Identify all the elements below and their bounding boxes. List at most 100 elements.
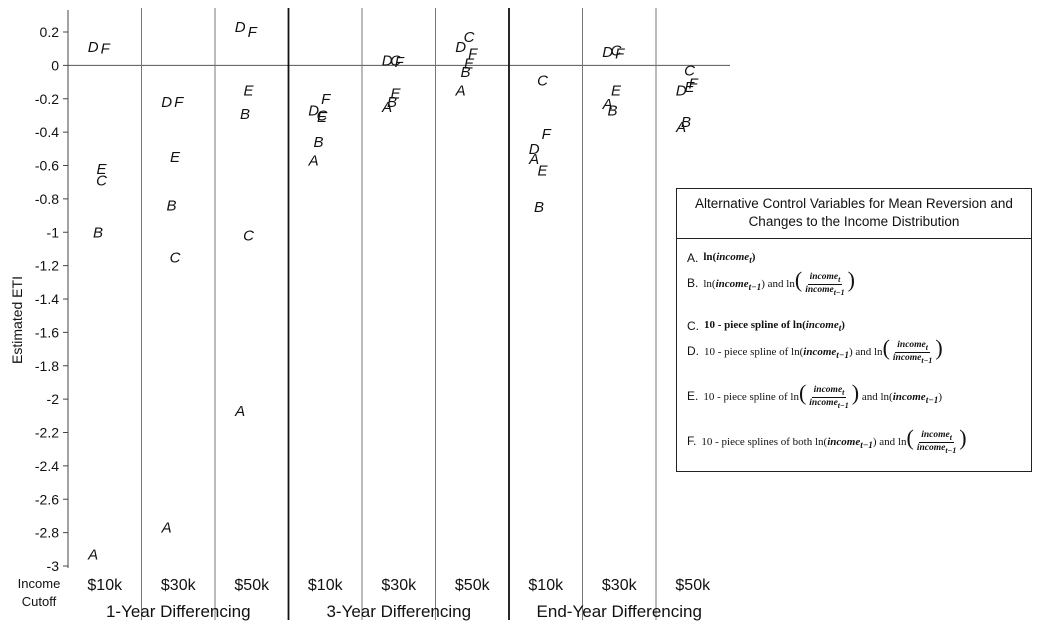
point-f: F (321, 91, 331, 108)
y-tick-label: -0.6 (35, 158, 59, 174)
y-axis: 0.2 0 -0.2 -0.4 -0.6 -0.8 -1 -1.2 -1.4 -1.6 -1.8 -2… (35, 10, 69, 574)
legend-item-d: D. 10 - piece spline of ln(incomet−1) an… (687, 337, 943, 365)
point-b: B (313, 134, 323, 151)
point-c: C (96, 173, 107, 190)
y-axis-title: Estimated ETI (9, 276, 25, 364)
point-a: A (381, 99, 392, 116)
y-tick-label: 0.2 (40, 24, 60, 40)
legend-item-a: A. ln(incomet) (687, 251, 755, 265)
y-tick-label: 0 (51, 57, 59, 73)
point-d: D (382, 52, 393, 69)
point-c: C (243, 228, 254, 245)
point-b: B (460, 64, 470, 81)
y-tick-label: -0.8 (35, 191, 59, 207)
legend-key-d: D. (687, 343, 699, 358)
x-axis: $10k $30k $50k $10k $30k $50k $10k $30k $50k 1-Ye… (87, 577, 711, 621)
point-c: C (611, 42, 622, 59)
point-a: A (675, 119, 686, 136)
point-d: D (602, 44, 613, 61)
legend-item-e: E. 10 - piece spline of ln(incomet income… (687, 382, 942, 410)
legend-item-b: B. ln(incomet−1) and ln(incomet incomet−1… (687, 269, 855, 297)
legend-text-d: 10 - piece spline of ln(incomet−1) and l… (704, 335, 943, 365)
category-dividers (68, 8, 730, 620)
y-tick-label: -1.2 (35, 258, 59, 274)
legend-item-f: F. 10 - piece splines of both ln(incomet… (687, 427, 967, 455)
y-tick-label: -3 (47, 558, 60, 574)
legend-key-f: F. (687, 433, 697, 448)
legend-box: Alternative Control Variables for Mean R… (676, 188, 1032, 472)
legend-key-e: E. (687, 388, 699, 403)
point-c: C (464, 29, 475, 46)
y-tick-label: -2.4 (35, 458, 59, 474)
point-c: C (537, 72, 548, 89)
point-d: D (676, 82, 687, 99)
cutoff-label: $10k (87, 577, 123, 594)
point-b: B (387, 94, 397, 111)
cutoff-label: $30k (161, 577, 197, 594)
cutoff-label: $50k (455, 577, 491, 594)
legend-title: Alternative Control Variables for Mean R… (677, 189, 1031, 239)
point-e: E (317, 109, 328, 126)
point-f: F (542, 126, 552, 143)
point-b: B (534, 199, 544, 216)
point-e: E (611, 82, 622, 99)
y-tick-label: -2.6 (35, 491, 59, 507)
point-b: B (166, 198, 176, 215)
point-d: D (235, 19, 246, 36)
point-f: F (468, 46, 478, 63)
point-f: F (689, 76, 699, 93)
legend-text-a: ln(incomet) (703, 251, 756, 266)
group-label: 3-Year Differencing (326, 602, 471, 621)
point-c: C (317, 107, 328, 124)
y-tick-label: -1.6 (35, 324, 59, 340)
point-a: A (234, 403, 245, 420)
y-tick-label: -1.4 (35, 291, 59, 307)
point-e: E (170, 149, 181, 166)
point-e: E (97, 161, 108, 178)
point-a: A (455, 82, 466, 99)
point-c: C (170, 249, 181, 266)
point-f: F (615, 46, 625, 63)
point-a: A (308, 152, 319, 169)
point-c: C (390, 52, 401, 69)
y-tick-label: -2.8 (35, 525, 59, 541)
cutoff-label: $30k (602, 577, 638, 594)
point-b: B (607, 102, 617, 119)
legend-key-a: A. (687, 251, 699, 266)
legend-item-c: C. 10 - piece spline of ln(incomet) (687, 319, 845, 333)
point-d: D (88, 39, 99, 56)
point-a: A (87, 546, 98, 563)
point-b: B (93, 224, 103, 241)
group-label: 1-Year Differencing (106, 602, 251, 621)
cutoff-label: $50k (234, 577, 270, 594)
legend-text-c: 10 - piece spline of ln(incomet) (704, 319, 845, 334)
point-f: F (101, 41, 111, 58)
point-a: A (161, 520, 172, 537)
legend-text-b: ln(incomet−1) and ln(incomet incomet−1) (703, 267, 855, 297)
y-tick-label: -1.8 (35, 358, 59, 374)
point-d: D (308, 102, 319, 119)
cutoff-label: $10k (528, 577, 564, 594)
point-f: F (174, 94, 184, 111)
legend-key-b: B. (687, 275, 699, 290)
legend-text-f: 10 - piece splines of both ln(incomet−1)… (701, 425, 967, 455)
point-e: E (244, 82, 255, 99)
legend-key-c: C. (687, 319, 699, 334)
point-d: D (161, 94, 172, 111)
estimate-points: AAAAAAAAABBBBBBBBBCCCCCCCCCDDDDDDDDDEEEE… (87, 19, 698, 563)
point-e: E (464, 56, 475, 73)
point-e: E (391, 86, 402, 103)
point-c: C (684, 62, 695, 79)
y-tick-label: -1 (47, 224, 60, 240)
y-tick-label: -2.2 (35, 425, 59, 441)
y-tick-label: -0.4 (35, 124, 59, 140)
group-label: End-Year Differencing (537, 602, 702, 621)
cutoff-label: $10k (308, 577, 344, 594)
point-b: B (240, 106, 250, 123)
legend-text-e: 10 - piece spline of ln(incomet incomet−1… (703, 380, 943, 410)
x-caption-line1: Income (18, 576, 61, 591)
point-a: A (602, 96, 613, 113)
point-a: A (528, 151, 539, 168)
point-e: E (538, 163, 549, 180)
